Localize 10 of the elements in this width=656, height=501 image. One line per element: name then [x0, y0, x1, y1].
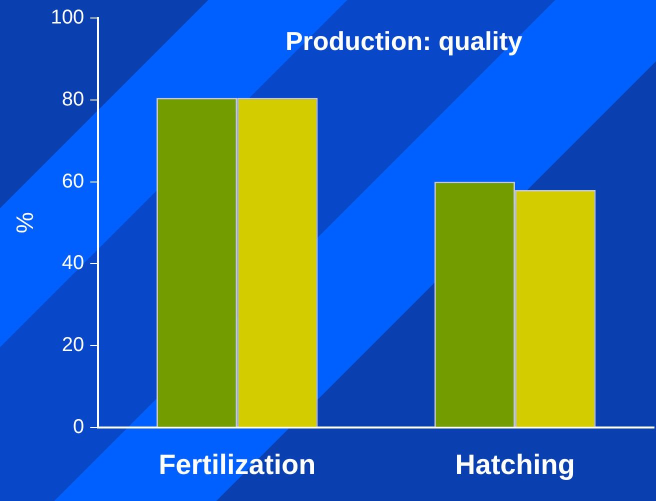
y-tick-label: 40: [62, 252, 84, 274]
y-tick-label: 100: [50, 6, 84, 29]
y-tick-label: 80: [62, 88, 84, 110]
y-axis-title: %: [12, 212, 40, 234]
chart-title: Production: quality: [285, 26, 523, 56]
x-tick-label: Hatching: [455, 448, 575, 480]
x-tick-label: Fertilization: [158, 448, 316, 480]
y-tick-label: 20: [62, 334, 84, 356]
y-tick-label: 0: [73, 416, 84, 438]
y-tick-label: 60: [62, 170, 84, 192]
